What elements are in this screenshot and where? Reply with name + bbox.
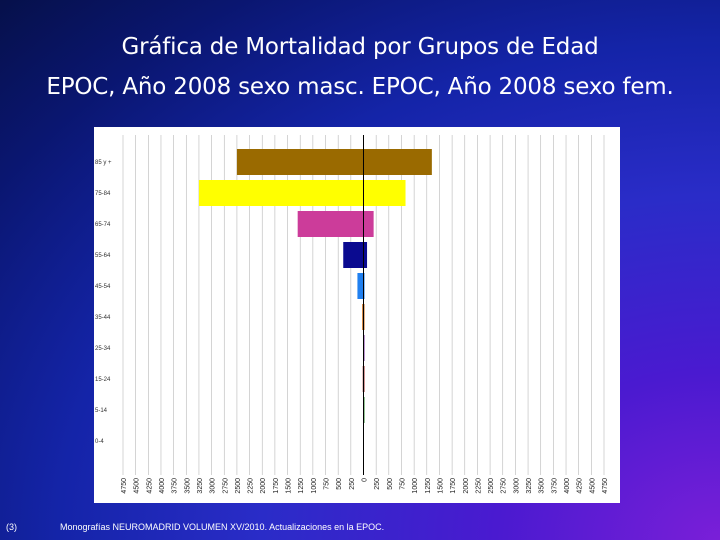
category-label: 15-24: [95, 377, 111, 383]
x-tick-label: 2500: [488, 478, 495, 494]
x-tick-label: 0: [362, 478, 369, 482]
x-tick-label: 1000: [412, 478, 419, 494]
category-label: 25-34: [95, 346, 111, 352]
x-tick-label: 3750: [551, 478, 558, 494]
x-tick-label: 2000: [463, 478, 470, 494]
category-label: 35-44: [95, 315, 111, 321]
x-tick-label: 1250: [425, 478, 432, 494]
x-tick-label: 2250: [475, 478, 482, 494]
x-tick-label: 3000: [513, 478, 520, 494]
category-label: 0-4: [95, 439, 104, 445]
bar-female-75-84: [363, 180, 406, 206]
x-tick-label: 3500: [184, 478, 191, 494]
x-tick-label: 4500: [134, 478, 141, 494]
bar-female-45-54: [363, 273, 365, 299]
category-label: 65-74: [95, 222, 111, 228]
slide-title-line2: EPOC, Año 2008 sexo masc. EPOC, Año 2008…: [46, 74, 674, 100]
x-tick-label: 3250: [197, 478, 204, 494]
bar-male-65-74: [297, 211, 364, 237]
x-tick-label: 1750: [450, 478, 457, 494]
x-tick-label: 2500: [235, 478, 242, 494]
x-tick-label: 1250: [298, 478, 305, 494]
chart-panel: 4750 4500 4250 4000 3750 3500 3250 3000 2750 2500…: [94, 127, 620, 503]
x-tick-label: 500: [336, 478, 343, 490]
bar-female-55-64: [363, 242, 368, 268]
bar-male-35-44: [362, 304, 364, 330]
category-label: 75-84: [95, 191, 111, 197]
x-tick-label: 1500: [437, 478, 444, 494]
x-tick-label: 4750: [121, 478, 128, 494]
x-tick-label: 750: [324, 478, 331, 490]
bar-male-75-84: [198, 180, 364, 206]
x-tick-label: 4250: [577, 478, 584, 494]
category-label: 45-54: [95, 284, 111, 290]
x-tick-label: 2750: [222, 478, 229, 494]
x-tick-label: 3750: [172, 478, 179, 494]
x-tick-label: 4500: [589, 478, 596, 494]
slide-title-line1: Gráfica de Mortalidad por Grupos de Edad: [121, 34, 599, 60]
x-tick-label: 3000: [210, 478, 217, 494]
x-tick-label: 750: [399, 478, 406, 490]
x-tick-label: 1000: [311, 478, 318, 494]
category-label: 85 y +: [95, 160, 112, 166]
x-tick-label: 250: [374, 478, 381, 490]
x-tick-label: 2000: [260, 478, 267, 494]
x-tick-label: 1500: [286, 478, 293, 494]
bar-female-65-74: [363, 211, 374, 237]
category-label: 55-64: [95, 253, 111, 259]
x-tick-label: 4000: [564, 478, 571, 494]
footnote-reference: (3): [6, 522, 17, 532]
x-tick-label: 2250: [248, 478, 255, 494]
category-label: 5-14: [95, 408, 108, 414]
x-tick-label: 4250: [146, 478, 153, 494]
x-tick-label: 4000: [159, 478, 166, 494]
x-tick-label: 4750: [602, 478, 609, 494]
bar-male-55-64: [343, 242, 364, 268]
bar-female-85 y +: [363, 149, 432, 175]
x-tick-label: 3250: [526, 478, 533, 494]
x-tick-label: 250: [349, 478, 356, 490]
x-tick-label: 500: [387, 478, 394, 490]
bar-male-45-54: [357, 273, 364, 299]
population-pyramid-chart: 4750 4500 4250 4000 3750 3500 3250 3000 2750 2500…: [95, 135, 609, 494]
x-tick-label: 2750: [501, 478, 508, 494]
x-tick-label: 3500: [539, 478, 546, 494]
bar-male-85 y +: [236, 149, 364, 175]
x-tick-label: 1750: [273, 478, 280, 494]
footnote-source: Monografías NEUROMADRID VOLUMEN XV/2010.…: [60, 522, 385, 532]
